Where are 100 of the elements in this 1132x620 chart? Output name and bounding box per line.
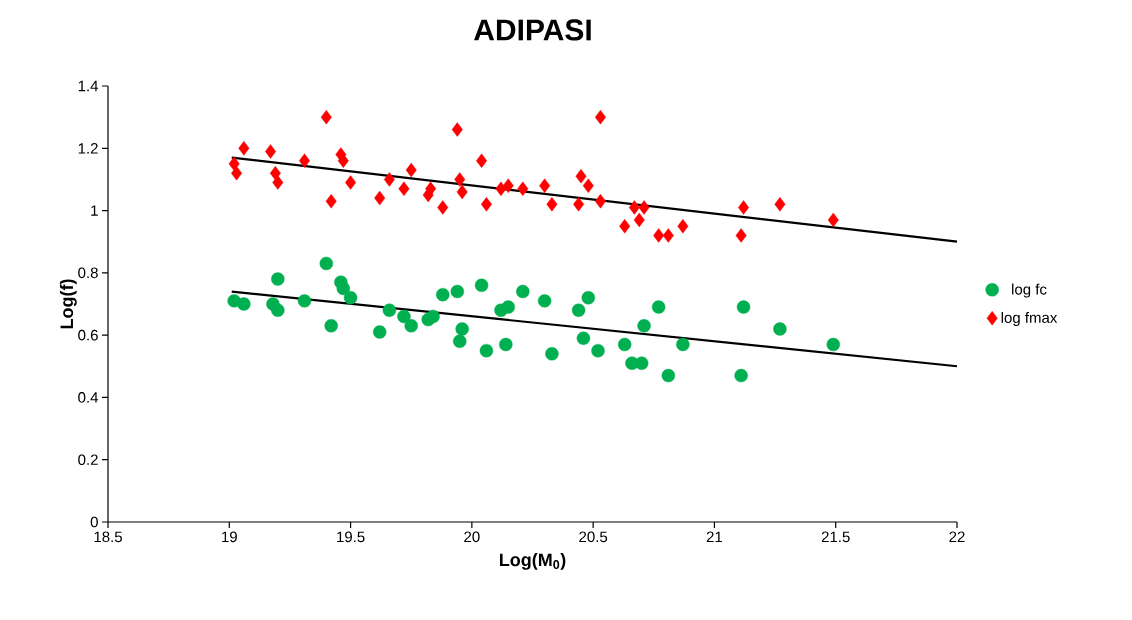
- point: [453, 334, 467, 349]
- legend-label: log fmax: [1001, 311, 1058, 326]
- point: [537, 294, 552, 308]
- point: [450, 284, 465, 299]
- point: [735, 228, 747, 243]
- y-tick-label: 0.2: [78, 454, 98, 466]
- point: [827, 212, 839, 228]
- point: [325, 194, 337, 209]
- point: [398, 181, 410, 196]
- point: [662, 228, 674, 243]
- point: [299, 153, 310, 168]
- point: [517, 181, 529, 196]
- point: [573, 197, 585, 212]
- point: [343, 291, 358, 305]
- point: [272, 175, 284, 190]
- point: [576, 331, 591, 345]
- point: [476, 153, 488, 168]
- point: [628, 200, 640, 215]
- point: [581, 291, 595, 305]
- point: [676, 337, 690, 352]
- point: [637, 319, 651, 333]
- point: [425, 181, 437, 196]
- point: [516, 284, 530, 299]
- y-tick-label: 1.2: [78, 143, 98, 154]
- point: [495, 181, 507, 196]
- point: [480, 197, 492, 212]
- point: [734, 368, 748, 383]
- y-tick-label: 1: [91, 205, 98, 216]
- x-tick-label: 20.5: [579, 531, 608, 543]
- point: [383, 172, 395, 187]
- y-tick-label: 0.4: [78, 392, 99, 403]
- point: [336, 281, 350, 296]
- point: [345, 175, 357, 190]
- point: [436, 287, 450, 302]
- point: [382, 303, 397, 317]
- point: [619, 218, 631, 234]
- point: [324, 319, 338, 333]
- x-tick-label: 18.5: [94, 531, 122, 543]
- point: [736, 300, 751, 314]
- point: [539, 178, 551, 193]
- point: [397, 309, 411, 324]
- y-axis-title: Log(f): [59, 279, 77, 329]
- point: [774, 197, 786, 212]
- point: [474, 278, 489, 292]
- point: [594, 109, 606, 125]
- point: [238, 141, 250, 156]
- point: [271, 272, 285, 286]
- x-tick-label: 19.5: [337, 531, 365, 543]
- point: [404, 319, 418, 333]
- point: [582, 178, 594, 193]
- point: [738, 200, 749, 215]
- point: [499, 337, 513, 352]
- point: [501, 300, 515, 314]
- point: [591, 344, 605, 358]
- point: [456, 184, 468, 200]
- point: [231, 165, 243, 181]
- point: [634, 356, 649, 370]
- point: [319, 256, 334, 271]
- point: [594, 194, 606, 209]
- point: [571, 303, 586, 317]
- point: [638, 200, 650, 215]
- y-tick-label: 0.8: [78, 267, 98, 279]
- point: [546, 197, 558, 212]
- point: [265, 144, 276, 159]
- point: [271, 303, 285, 317]
- point: [426, 309, 440, 324]
- point: [372, 325, 387, 339]
- y-tick-label: 0: [90, 516, 98, 528]
- point: [826, 337, 840, 352]
- x-tick-label: 21: [706, 531, 723, 542]
- point: [653, 228, 665, 243]
- x-tick-label: 19: [222, 531, 237, 543]
- point: [479, 344, 494, 358]
- point: [661, 368, 676, 383]
- point: [374, 190, 386, 206]
- point: [451, 122, 463, 137]
- point: [545, 347, 559, 361]
- legend-label: log fc: [1012, 283, 1047, 298]
- y-tick-label: 1.4: [78, 80, 99, 92]
- point: [297, 294, 312, 308]
- x-tick-label: 21.5: [821, 531, 850, 543]
- y-tick-label: 0.6: [78, 329, 98, 341]
- point: [455, 322, 469, 336]
- point: [502, 178, 514, 193]
- point: [651, 300, 666, 314]
- point: [337, 153, 349, 168]
- point: [320, 109, 332, 125]
- point: [677, 218, 689, 234]
- point: [633, 212, 645, 228]
- point: [575, 169, 587, 184]
- point: [405, 162, 417, 178]
- x-axis-title: Log(M$_{0}$): [499, 553, 566, 570]
- point: [454, 172, 466, 187]
- point: [617, 337, 632, 352]
- chart-title: ADIPASI: [474, 19, 591, 41]
- x-tick-label: 20: [464, 531, 480, 543]
- x-tick-label: 22: [949, 531, 965, 542]
- point: [773, 322, 787, 336]
- point: [237, 297, 251, 311]
- point: [437, 200, 449, 215]
